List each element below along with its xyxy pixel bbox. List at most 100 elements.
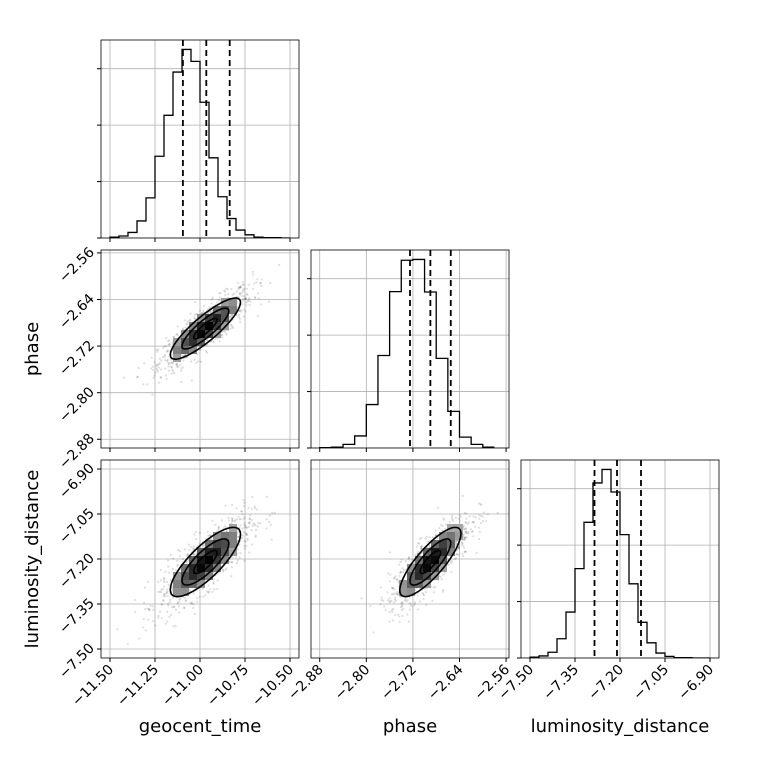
panel-phase-vs-geocent_time: −2.88−2.80−2.72−2.64−2.56: [56, 244, 300, 472]
sample-point: [168, 615, 171, 619]
y-tick-label: −2.72: [56, 338, 98, 380]
sample-point: [245, 304, 248, 307]
panel-phase-vs-phase: [307, 249, 510, 452]
sample-point: [155, 367, 158, 371]
sample-point: [451, 514, 454, 517]
histogram-step: [109, 48, 290, 238]
sample-point: [409, 604, 413, 608]
sample-point: [237, 288, 240, 291]
sample-point: [239, 518, 242, 521]
sample-point: [458, 546, 461, 549]
sample-point: [461, 552, 464, 556]
sample-point: [242, 290, 245, 293]
sample-point: [464, 531, 468, 534]
sample-point: [195, 600, 199, 603]
sample-point: [194, 530, 197, 534]
sample-point: [186, 322, 189, 325]
sample-point: [242, 531, 245, 534]
sample-point: [472, 520, 475, 524]
sample-point: [470, 530, 474, 533]
sample-point: [163, 354, 166, 357]
sample-point: [144, 607, 147, 611]
density-cell: [205, 314, 213, 322]
sample-point: [159, 610, 162, 613]
contour-line: [181, 538, 230, 586]
x-axis-label: phase: [383, 716, 437, 737]
sample-point: [231, 293, 234, 296]
x-tick-label: −6.90: [675, 662, 717, 704]
sample-point: [178, 555, 182, 558]
density-cell: [221, 556, 229, 564]
sample-point: [235, 314, 238, 317]
sample-point: [206, 339, 209, 342]
sample-point: [239, 524, 242, 527]
sample-point: [175, 363, 179, 367]
sample-point: [198, 309, 202, 312]
sample-point: [439, 523, 443, 527]
sample-point: [390, 592, 394, 596]
sample-point: [190, 601, 194, 604]
sample-point: [246, 293, 249, 296]
sample-point: [388, 620, 391, 623]
sample-point: [408, 608, 411, 611]
sample-point: [388, 597, 391, 600]
sample-point: [146, 607, 149, 610]
sample-point: [151, 368, 155, 372]
sample-point: [379, 586, 383, 589]
sample-point: [268, 300, 271, 303]
sample-point: [388, 610, 391, 613]
sample-point: [174, 608, 178, 611]
sample-point: [186, 320, 190, 323]
sample-point: [463, 546, 466, 549]
sample-point: [176, 601, 180, 604]
sample-point: [230, 521, 233, 525]
y-tick-label: −2.56: [56, 244, 98, 286]
density-cell: [415, 556, 423, 564]
sample-point: [204, 594, 207, 597]
sample-point: [195, 361, 198, 364]
sample-point: [175, 569, 178, 572]
sample-point: [463, 511, 466, 515]
sample-point: [186, 552, 189, 556]
contour-line: [192, 549, 218, 575]
sample-point: [192, 592, 195, 595]
sample-point: [403, 568, 406, 572]
sample-point: [450, 570, 453, 573]
sample-point: [148, 609, 151, 612]
sample-point: [163, 595, 166, 598]
sample-point: [189, 318, 192, 321]
sample-point: [255, 281, 258, 284]
density-cell: [197, 564, 205, 572]
sample-point: [202, 309, 205, 312]
x-tick-label: −7.35: [540, 662, 582, 704]
sample-point: [464, 536, 467, 539]
sample-point: [172, 567, 175, 570]
sample-point: [172, 606, 175, 609]
sample-point: [467, 532, 470, 535]
sample-point: [201, 587, 204, 591]
sample-point: [239, 285, 242, 288]
sample-point: [237, 315, 241, 318]
sample-point: [481, 515, 485, 518]
sample-point: [442, 573, 445, 576]
sample-point: [185, 554, 188, 557]
x-tick-label: −10.50: [249, 662, 297, 710]
sample-point: [217, 525, 220, 528]
density-cell: [229, 298, 237, 306]
sample-point: [471, 521, 474, 524]
sample-point: [142, 618, 145, 621]
contour-line: [169, 526, 242, 598]
sample-point: [176, 365, 179, 368]
sample-point: [256, 292, 260, 295]
sample-point: [166, 602, 170, 605]
sample-point: [388, 580, 391, 583]
sample-point: [162, 599, 165, 602]
sample-point: [400, 608, 404, 612]
sample-point: [137, 366, 140, 370]
sample-point: [238, 317, 242, 320]
density-cell: [229, 306, 237, 314]
sample-point: [426, 540, 429, 543]
sample-point: [158, 590, 162, 594]
panel-luminosity_distance-vs-geocent_time: −7.50−7.35−7.20−7.05−6.90−11.50−11.25−11…: [56, 459, 300, 710]
sample-point: [380, 598, 383, 602]
